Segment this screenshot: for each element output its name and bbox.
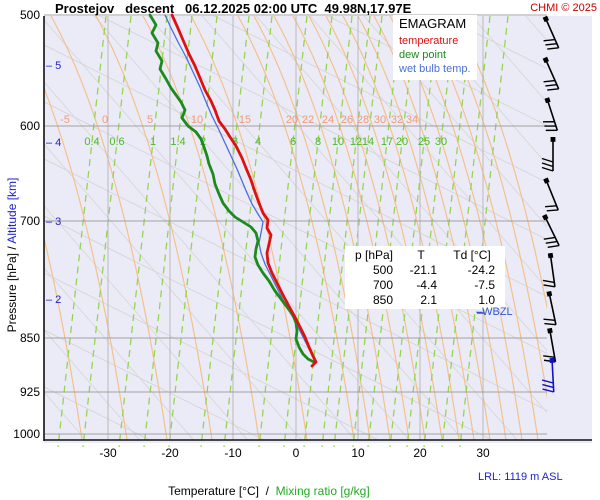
svg-text:10: 10 (191, 114, 203, 126)
svg-text:28: 28 (357, 114, 369, 126)
legend-title: EMAGRAM (399, 16, 467, 31)
temp-tick--10: -10 (224, 446, 242, 460)
mixing-ratio-lines (57, 16, 509, 447)
table-row1-col2: -21.1 (409, 263, 437, 277)
svg-text:6: 6 (290, 136, 296, 148)
table-row3-col2: 2.1 (420, 293, 437, 307)
svg-text:4: 4 (255, 136, 261, 148)
temp-tick-30: 30 (476, 446, 490, 460)
svg-text:15: 15 (239, 114, 251, 126)
pressure-tick-925: 925 (19, 385, 40, 399)
svg-text:34: 34 (406, 114, 418, 126)
moist-adiabat-lines (44, 16, 547, 440)
svg-text:20: 20 (286, 114, 298, 126)
altitude-tick-5: – 5 (46, 60, 62, 72)
svg-text:14: 14 (362, 136, 374, 148)
dry-adiabat-lines (44, 16, 547, 440)
pressure-tick-1000: 1000 (13, 427, 40, 441)
svg-text:17: 17 (381, 136, 393, 148)
y-axis-title: Pressure [hPa] / Altitude [km] (5, 177, 19, 333)
svg-text:10: 10 (332, 136, 344, 148)
pressure-tick-500: 500 (19, 8, 40, 22)
x-axis-title: Temperature [°C] / Mixing ratio [g/kg] (168, 484, 370, 498)
svg-text:5: 5 (147, 114, 153, 126)
svg-text:1: 1 (150, 136, 156, 148)
pressure-tick-600: 600 (19, 119, 40, 133)
table-header-col1: p [hPa] (354, 248, 394, 262)
page-title: Prostejov descent 06.12.2025 02:00 UTC 4… (55, 1, 412, 16)
table-row1-col1: 500 (372, 263, 393, 277)
table-row3-col1: 850 (372, 293, 393, 307)
table-row2-col1: 700 (372, 278, 393, 292)
legend-item-dew-point: dew point (399, 49, 447, 61)
legend-item-temperature: temperature (399, 35, 459, 47)
pressure-tick-700: 700 (19, 214, 40, 228)
temp-tick--30: -30 (99, 446, 117, 460)
temperature-curve (170, 13, 318, 368)
svg-text:30: 30 (435, 136, 447, 148)
svg-text:25: 25 (418, 136, 430, 148)
table-row1-col3: -24.2 (467, 263, 495, 277)
chart-legend: EMAGRAM temperature dew point wet bulb tem… (393, 15, 477, 80)
svg-text:0.4: 0.4 (84, 136, 99, 148)
svg-text:12: 12 (350, 136, 362, 148)
pressure-tick-850: 850 (19, 331, 40, 345)
table-row3-col3: 1.0 (478, 293, 495, 307)
y-axis-title-pressure: Pressure [hPa] (5, 253, 19, 333)
copyright-text: CHMI © 2025 (530, 2, 597, 14)
svg-text:32: 32 (391, 114, 403, 126)
svg-text:20: 20 (396, 136, 408, 148)
svg-text:24: 24 (322, 114, 334, 126)
svg-text:1.4: 1.4 (170, 136, 185, 148)
table-header-col3: Td [°C] (453, 248, 491, 262)
wbzl-annotation: –WBZL (476, 306, 513, 318)
altitude-tick-2: – 2 (46, 294, 62, 306)
svg-text:26: 26 (341, 114, 353, 126)
lrl-annotation: LRL: 1119 m ASL (478, 471, 563, 483)
altitude-tick-3: – 3 (46, 216, 62, 228)
wind-barbs (541, 15, 560, 393)
altitude-tick-4: – 4 (46, 137, 62, 149)
wet-bulb-curve (164, 14, 316, 364)
level-data-table: p [hPa] T Td [°C] 500 -21.1 -24.2 700 -4.4 -7.5 8… (345, 246, 505, 309)
temp-tick-0: 0 (292, 446, 300, 460)
table-row2-col2: -4.4 (416, 278, 437, 292)
temp-tick-20: 20 (413, 446, 427, 460)
temp-tick--20: -20 (161, 446, 179, 460)
svg-text:0.6: 0.6 (109, 136, 124, 148)
svg-text:0: 0 (102, 114, 108, 126)
svg-text:-5: -5 (60, 114, 70, 126)
legend-item-wet-bulb-temp-: wet bulb temp. (399, 63, 471, 75)
svg-text:22: 22 (302, 114, 314, 126)
y-axis-title-altitude: Altitude [km] (5, 177, 19, 244)
legend-items: temperature dew point wet bulb temp. (399, 34, 471, 76)
svg-text:8: 8 (315, 136, 321, 148)
table-header-col2: T (417, 248, 425, 262)
x-axis-title-mixing-ratio: Mixing ratio [g/kg] (275, 484, 370, 498)
inline-value-labels: -5 0 5 10 15 20 22 24 26 28 30 32 340.4 0.6 1 1.4 2 3 4 6 8 1… (60, 114, 447, 148)
table-row2-col3: -7.5 (474, 278, 495, 292)
x-axis-title-temperature: Temperature [°C] (168, 484, 259, 498)
temp-tick-10: 10 (351, 446, 365, 460)
svg-text:30: 30 (374, 114, 386, 126)
